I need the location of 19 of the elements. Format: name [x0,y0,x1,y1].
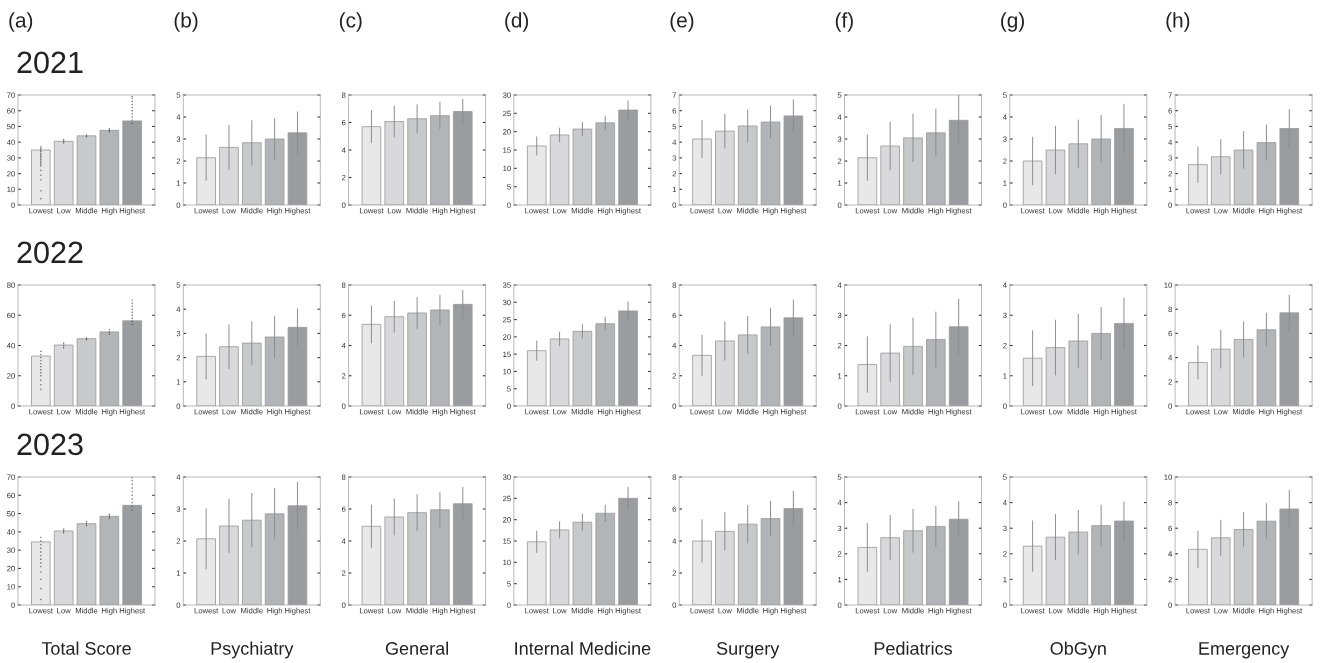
x-axis-title: General [385,641,449,655]
chart-title: (a) [9,12,33,32]
chart-title: (c) [339,12,362,32]
x-axis-title: Pediatrics [874,641,952,655]
x-axis-title: ObGyn [1050,641,1106,659]
chart-title: (h) [1166,12,1190,32]
chart-subtitle: 2023 [17,433,83,456]
x-axis-title: Emergency [1199,642,1290,659]
x-axis-title: Total Score [41,641,131,655]
chart-title: (g) [1001,12,1024,32]
chart-title: (d) [505,12,529,32]
x-axis-title: Internal Medicine [515,641,651,655]
x-axis-title: Psychiatry [211,641,294,659]
x-axis-title: Surgery [716,642,780,659]
chart-title: (b) [174,12,198,32]
chart-subtitle: 2021 [17,51,83,74]
chart-title: (e) [670,12,694,32]
chart-subtitle: 2022 [17,241,83,264]
chart-title: (f) [835,12,853,32]
